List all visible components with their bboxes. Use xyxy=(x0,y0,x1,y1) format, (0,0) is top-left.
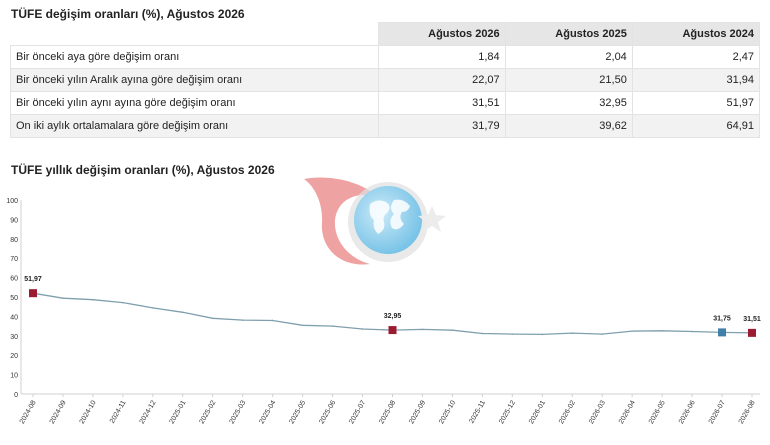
data-point xyxy=(661,329,663,332)
x-tick-label: 2026-03 xyxy=(588,399,607,425)
table-row: Bir önceki yılın Aralık ayına göre değiş… xyxy=(10,68,761,92)
table-cell: 64,91 xyxy=(631,114,761,138)
x-tick-label: 2025-03 xyxy=(229,399,248,425)
data-point xyxy=(511,333,514,335)
data-label: 51,97 xyxy=(24,276,42,283)
x-tick-label: 2025-08 xyxy=(378,399,397,425)
data-point xyxy=(241,319,244,321)
row-label: Bir önceki yılın Aralık ayına göre değiş… xyxy=(10,68,379,92)
data-label: 32,95 xyxy=(384,313,402,320)
table-cell: 22,07 xyxy=(377,68,506,92)
y-tick-label: 60 xyxy=(10,276,18,283)
y-tick-label: 0 xyxy=(14,392,18,399)
table-title: TÜFE değişim oranları (%), Ağustos 2026 xyxy=(11,7,245,21)
x-tick-label: 2025-12 xyxy=(498,399,517,425)
x-tick-label: 2024-09 xyxy=(49,399,68,425)
table-header-row: Ağustos 2026 Ağustos 2025 Ağustos 2024 xyxy=(10,22,761,46)
data-point xyxy=(301,324,304,327)
table-header-corner xyxy=(10,22,379,46)
table-cell: 2,47 xyxy=(631,45,761,69)
data-point xyxy=(62,297,64,299)
x-tick-label: 2026-08 xyxy=(738,399,757,425)
highlight-marker xyxy=(29,289,37,298)
data-point xyxy=(122,301,124,304)
x-tick-label: 2026-06 xyxy=(678,399,697,425)
data-point xyxy=(331,325,334,327)
data-point xyxy=(691,330,693,333)
x-tick-label: 2025-04 xyxy=(258,399,277,425)
y-tick-label: 90 xyxy=(10,217,18,224)
column-header: Ağustos 2026 xyxy=(377,22,506,46)
row-label: Bir önceki aya göre değişim oranı xyxy=(10,45,379,69)
data-label: 31,51 xyxy=(743,316,761,323)
highlight-marker xyxy=(718,328,727,337)
data-point xyxy=(421,328,424,331)
table-cell: 32,95 xyxy=(504,91,633,115)
y-tick-label: 50 xyxy=(10,295,18,302)
data-point xyxy=(92,298,94,301)
y-tick-label: 40 xyxy=(10,314,18,321)
y-tick-label: 70 xyxy=(10,256,18,263)
x-tick-label: 2026-02 xyxy=(558,399,577,425)
x-tick-label: 2024-08 xyxy=(19,399,38,425)
table-cell: 31,79 xyxy=(377,114,506,138)
data-point xyxy=(481,332,484,335)
data-point xyxy=(271,319,274,322)
table-cell: 1,84 xyxy=(377,45,506,69)
data-point xyxy=(361,328,364,330)
watermark-logo xyxy=(304,177,446,265)
x-tick-label: 2024-10 xyxy=(79,399,98,425)
table-cell: 31,94 xyxy=(631,68,761,92)
tufe-change-table: Ağustos 2026 Ağustos 2025 Ağustos 2024 B… xyxy=(10,22,761,138)
table-row: Bir önceki aya göre değişim oranı 1,84 2… xyxy=(10,45,761,69)
data-point xyxy=(181,311,184,314)
x-tick-label: 2025-10 xyxy=(438,399,457,425)
data-point xyxy=(211,317,214,320)
x-tick-label: 2025-06 xyxy=(318,399,337,425)
row-label: On iki aylık ortalamalara göre değişim o… xyxy=(10,114,379,138)
x-tick-label: 2025-07 xyxy=(348,399,367,425)
table-cell: 31,51 xyxy=(377,91,506,115)
highlight-marker xyxy=(748,328,756,337)
x-tick-label: 2024-11 xyxy=(109,399,128,424)
table-cell: 21,50 xyxy=(504,68,633,92)
data-point xyxy=(631,330,633,332)
table-cell: 2,04 xyxy=(504,45,633,69)
x-tick-label: 2026-05 xyxy=(648,399,667,425)
row-label: Bir önceki yılın aynı ayına göre değişim… xyxy=(10,91,379,115)
data-point xyxy=(571,332,574,334)
table-cell: 39,62 xyxy=(504,114,633,138)
data-point xyxy=(541,333,544,336)
table-cell: 51,97 xyxy=(631,91,761,115)
x-tick-label: 2026-04 xyxy=(618,399,637,425)
x-tick-label: 2025-05 xyxy=(288,399,307,425)
x-tick-label: 2024-12 xyxy=(139,399,158,425)
x-tick-label: 2025-02 xyxy=(199,399,218,425)
data-point xyxy=(601,333,604,335)
data-point xyxy=(152,307,154,309)
x-tick-label: 2025-01 xyxy=(169,399,188,425)
column-header: Ağustos 2024 xyxy=(631,22,761,46)
highlight-marker xyxy=(388,326,397,335)
column-header: Ağustos 2025 xyxy=(504,22,633,46)
x-tick-label: 2025-11 xyxy=(468,399,487,424)
table-row: Bir önceki yılın aynı ayına göre değişim… xyxy=(10,91,761,115)
y-tick-label: 100 xyxy=(6,198,18,205)
data-point xyxy=(451,329,454,331)
x-tick-label: 2025-09 xyxy=(408,399,427,425)
data-label: 31,75 xyxy=(713,315,731,322)
x-tick-label: 2026-07 xyxy=(708,399,727,425)
chart-title: TÜFE yıllık değişim oranları (%), Ağusto… xyxy=(11,163,275,177)
table-row: On iki aylık ortalamalara göre değişim o… xyxy=(10,114,761,138)
tufe-annual-line-chart: 0 10 20 30 40 50 60 70 80 90 100 2024-08 2024-09 2024… xyxy=(6,198,761,425)
y-tick-label: 30 xyxy=(10,334,18,341)
x-tick-label: 2026-01 xyxy=(528,399,547,425)
y-tick-label: 80 xyxy=(10,237,18,244)
y-tick-label: 10 xyxy=(10,373,18,380)
y-tick-label: 20 xyxy=(10,353,18,360)
